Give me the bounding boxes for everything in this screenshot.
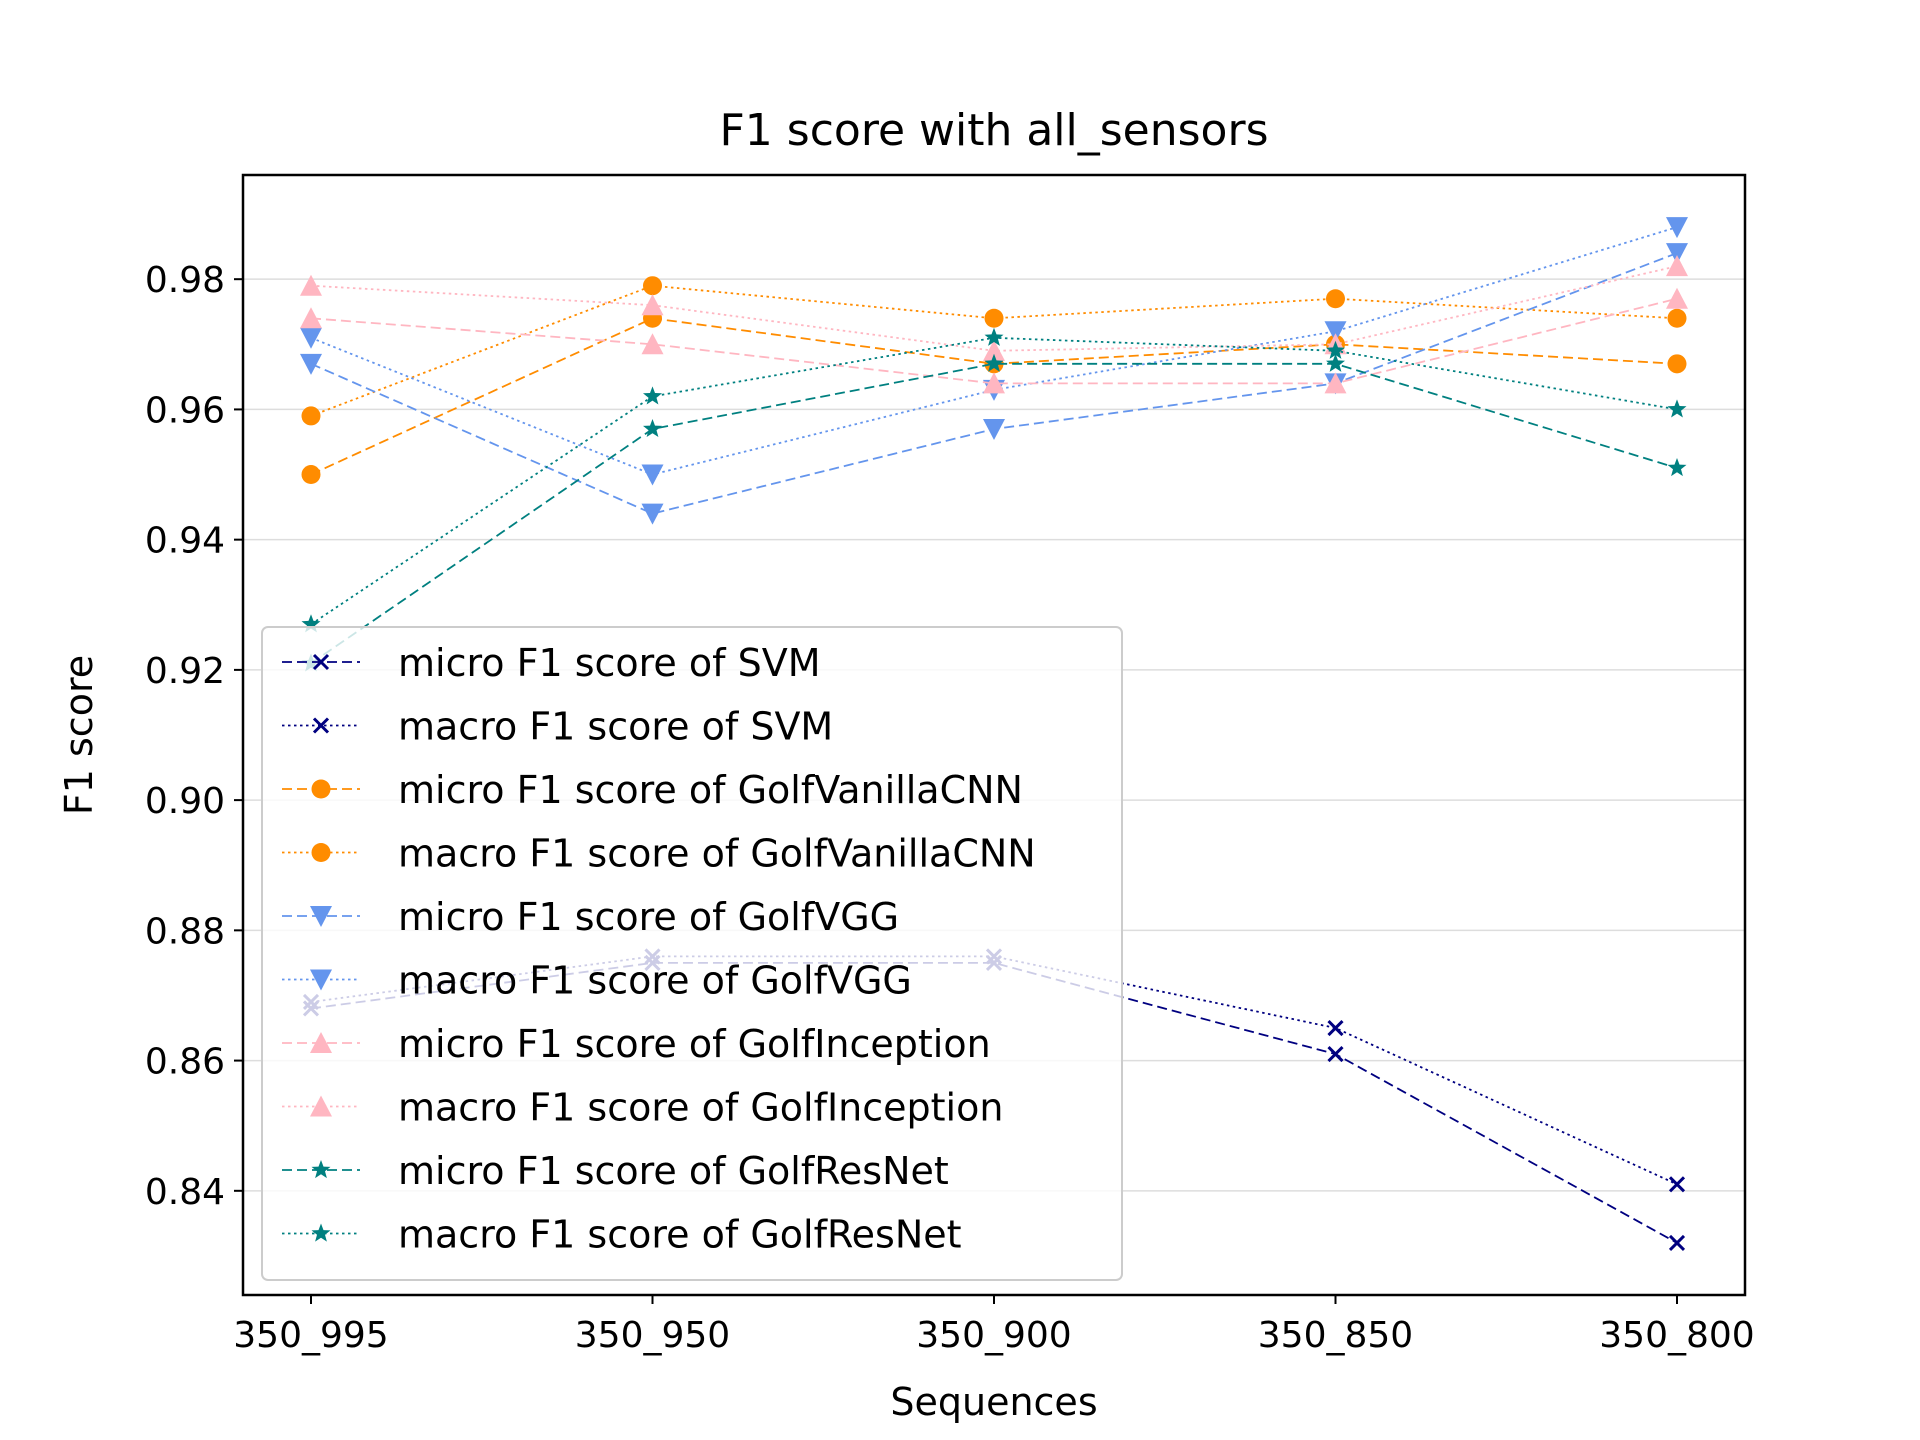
y-axis: 0.84 0.86 0.88 0.90 0.92 0.94 0.96 0.98 [145,260,243,1213]
series-10 [301,327,1687,633]
data-point [1666,255,1688,277]
legend-label: macro F1 score of GolfResNet [398,1213,962,1257]
legend-marker [310,906,332,927]
data-point [641,333,664,355]
data-point [643,276,662,296]
data-point [984,327,1004,346]
data-point [301,465,321,485]
data-point [983,372,1005,394]
y-tick-label: 0.90 [145,781,225,822]
data-point [300,353,322,375]
data-point [301,614,321,633]
data-point [1324,372,1347,394]
data-point [301,406,321,426]
data-point [984,353,1004,372]
legend-label: micro F1 score of GolfInception [398,1022,991,1066]
data-point [641,464,664,486]
series-line [310,297,1678,385]
legend-item: micro F1 score of GolfVGG [282,895,899,939]
data-point [984,308,1004,328]
data-point [1668,1234,1686,1251]
data-point [643,386,662,405]
legend-item: macro F1 score of GolfVanillaCNN [282,832,1036,876]
series-line [310,265,1678,352]
legend-item: micro F1 score of GolfInception [282,1022,991,1066]
series-8 [300,255,1688,361]
data-point [1326,353,1345,372]
legend-label: macro F1 score of GolfInception [398,1086,1003,1130]
x-tick-label: 350_800 [1599,1315,1754,1356]
series-5 [300,243,1688,525]
data-point [1326,289,1345,309]
x-tick-label: 350_850 [1258,1315,1413,1356]
y-tick-label: 0.96 [145,390,225,431]
x-tick-label: 350_900 [916,1315,1071,1356]
data-point [1666,243,1688,265]
data-point [1666,287,1688,309]
legend-item: macro F1 score of SVM [282,705,833,749]
y-tick-label: 0.88 [145,911,225,952]
x-tick-label: 350_995 [233,1315,388,1356]
legend-item: macro F1 score of GolfVGG [282,959,912,1003]
legend-label: micro F1 score of GolfVGG [398,895,899,939]
data-point [643,419,662,437]
series-7 [300,287,1688,394]
legend-marker [310,969,332,991]
y-tick-label: 0.92 [145,651,225,692]
legend-marker [311,843,331,862]
x-axis-label: Sequences [890,1380,1097,1424]
legend-label: micro F1 score of GolfVanillaCNN [398,768,1023,812]
x-tick-label: 350_950 [575,1315,730,1356]
legend-label: macro F1 score of GolfVanillaCNN [398,832,1036,876]
data-point [641,294,664,316]
data-point [1666,217,1688,239]
y-tick-label: 0.94 [145,521,225,562]
legend-item: macro F1 score of GolfResNet [282,1213,962,1257]
legend-label: micro F1 score of GolfResNet [398,1149,949,1193]
legend-item: micro F1 score of GolfResNet [282,1149,949,1193]
series-9 [301,353,1687,672]
data-point [1667,308,1687,328]
x-axis: 350_995 350_950 350_900 350_850 350_800 [233,1295,1755,1356]
data-point [1667,354,1687,374]
data-point [300,307,322,329]
legend-marker [311,779,331,799]
legend-marker [310,1032,332,1053]
data-point [1667,458,1687,477]
data-point [300,327,322,349]
legend: micro F1 score of SVM macro F1 score of S… [261,626,1123,1281]
legend-marker [312,717,330,734]
series-line [310,362,1678,665]
data-point [641,503,664,525]
data-point [1327,1019,1344,1037]
data-point [1668,1176,1686,1193]
legend-label: micro F1 score of SVM [398,641,821,685]
series-4 [301,276,1687,426]
y-tick-label: 0.84 [145,1172,225,1213]
legend-marker [311,1160,331,1179]
legend-label: macro F1 score of SVM [398,705,833,749]
legend-item: macro F1 score of GolfInception [282,1086,1003,1130]
chart-title: F1 score with all_sensors [720,105,1269,156]
y-tick-label: 0.98 [145,260,225,301]
legend-marker [310,1095,332,1117]
data-point [1326,340,1345,359]
data-point [983,339,1005,361]
legend-box [261,626,1123,1281]
data-point [983,418,1005,440]
legend-item: micro F1 score of GolfVanillaCNN [282,768,1023,812]
data-point [300,274,322,296]
legend-item: micro F1 score of SVM [282,641,821,685]
data-point [1324,321,1347,343]
y-tick-label: 0.86 [145,1042,225,1083]
legend-marker [312,653,330,671]
legend-marker [311,1223,331,1242]
y-axis-label: F1 score [57,655,101,815]
data-point [1667,399,1687,418]
legend-label: macro F1 score of GolfVGG [398,959,912,1003]
data-point [1327,1046,1344,1063]
